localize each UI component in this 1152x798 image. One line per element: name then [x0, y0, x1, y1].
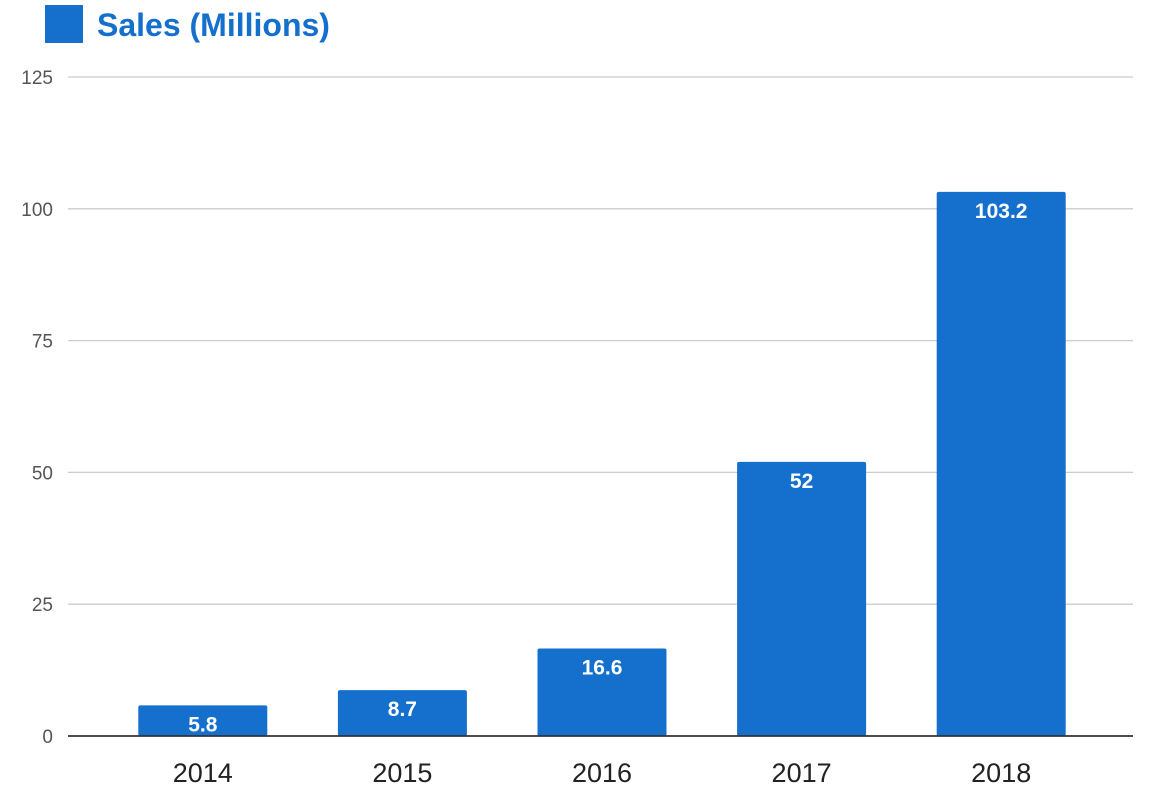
bars: [138, 191, 1066, 737]
y-tick-label: 0: [42, 727, 53, 748]
y-tick-label: 25: [32, 595, 53, 616]
bar-2018: [936, 191, 1066, 737]
bar-2015: [337, 690, 467, 736]
x-tick-label-2014: 2014: [173, 758, 233, 788]
bar-2017: [737, 461, 867, 736]
legend-swatch: [45, 5, 83, 43]
x-tick-label-2016: 2016: [572, 758, 632, 788]
x-axis-labels: 2014 2015 2016 2017 2018: [173, 758, 1031, 788]
y-tick-label: 100: [21, 200, 53, 221]
y-tick-label: 75: [32, 332, 53, 353]
y-tick-label: 125: [21, 68, 53, 89]
legend: Sales (Millions): [45, 5, 330, 43]
bar-2016: [537, 648, 667, 736]
data-label-2017: 52: [790, 470, 813, 493]
y-axis-labels: 0 25 50 75 100 125: [21, 68, 53, 748]
data-label-2014: 5.8: [188, 713, 218, 736]
y-tick-label: 50: [32, 463, 53, 484]
x-tick-label-2018: 2018: [971, 758, 1031, 788]
data-labels: 5.8 8.7 16.6 52 103.2: [188, 200, 1027, 736]
data-label-2015: 8.7: [388, 698, 417, 721]
bar-2014: [138, 705, 268, 736]
legend-label: Sales (Millions): [97, 7, 330, 43]
x-tick-label-2015: 2015: [372, 758, 432, 788]
data-label-2018: 103.2: [975, 200, 1028, 223]
data-label-2016: 16.6: [582, 656, 623, 679]
x-tick-label-2017: 2017: [772, 758, 832, 788]
